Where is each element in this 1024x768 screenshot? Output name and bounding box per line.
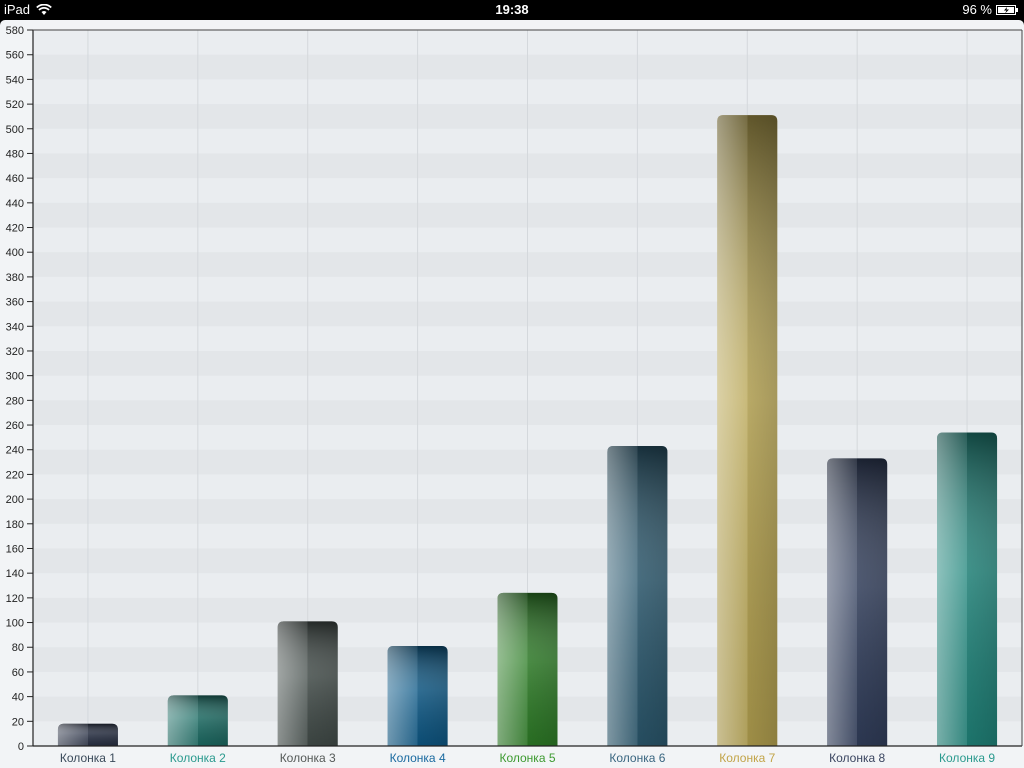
x-tick-label: Колонка 2 — [170, 751, 226, 765]
y-tick-label: 420 — [6, 223, 24, 235]
x-tick-label: Колонка 8 — [829, 751, 885, 765]
chart-screen: 0 20 40 60 80 100 120 140 160 180 200 220 240 260 280 3… — [0, 20, 1024, 768]
battery-percent: 96 % — [962, 2, 992, 17]
x-tick-label: Колонка 1 — [60, 751, 116, 765]
x-tick-label: Колонка 3 — [280, 751, 336, 765]
y-tick-label: 580 — [6, 25, 24, 37]
bar-shine — [937, 432, 998, 746]
y-tick-label: 160 — [6, 543, 24, 555]
bar-shine — [717, 115, 778, 746]
y-tick-label: 320 — [6, 346, 24, 358]
x-tick-label: Колонка 4 — [390, 751, 446, 765]
status-left: iPad — [4, 0, 52, 20]
y-tick-label: 40 — [12, 692, 24, 704]
y-tick-label: 0 — [18, 741, 24, 753]
y-tick-label: 300 — [6, 371, 24, 383]
y-tick-label: 80 — [12, 642, 24, 654]
bars — [57, 115, 998, 746]
battery-charging-icon — [996, 5, 1018, 15]
y-tick-label: 240 — [6, 445, 24, 457]
y-tick-label: 60 — [12, 667, 24, 679]
bar-7 — [717, 115, 778, 746]
bar-4 — [387, 646, 448, 746]
bar-2 — [167, 695, 228, 746]
y-tick-label: 140 — [6, 568, 24, 580]
y-tick-label: 440 — [6, 198, 24, 210]
status-right: 96 % — [962, 0, 1018, 20]
y-tick-label: 520 — [6, 99, 24, 111]
bar-6 — [607, 446, 668, 746]
x-tick-label: Колонка 7 — [719, 751, 775, 765]
y-tick-label: 500 — [6, 124, 24, 136]
device-name: iPad — [4, 2, 31, 17]
axes — [32, 29, 1023, 747]
x-tick-label: Колонка 6 — [609, 751, 665, 765]
y-tick-label: 280 — [6, 395, 24, 407]
y-tick-label: 560 — [6, 50, 24, 62]
y-tick-label: 540 — [6, 74, 24, 86]
bar-shine — [57, 723, 118, 746]
bar-shine — [167, 695, 228, 746]
y-tick-label: 120 — [6, 593, 24, 605]
bar-5 — [497, 592, 558, 746]
y-tick-label: 380 — [6, 272, 24, 284]
y-tick-label: 100 — [6, 618, 24, 630]
y-tick-label: 180 — [6, 519, 24, 531]
y-tick-label: 400 — [6, 247, 24, 259]
bar-1 — [57, 723, 118, 746]
y-tick-label: 480 — [6, 148, 24, 160]
y-tick-label: 340 — [6, 321, 24, 333]
bar-shine — [497, 592, 558, 746]
bar-shine — [607, 446, 668, 746]
bar-8 — [827, 458, 888, 746]
status-bar: iPad 19:38 96 % — [0, 0, 1024, 20]
y-tick-label: 200 — [6, 494, 24, 506]
bar-shine — [277, 621, 338, 746]
y-tick-label: 460 — [6, 173, 24, 185]
y-tick-label: 20 — [12, 716, 24, 728]
bar-shine — [827, 458, 888, 746]
bar-shine — [387, 646, 448, 746]
status-time: 19:38 — [495, 2, 529, 17]
y-tick-label: 220 — [6, 469, 24, 481]
x-tick-label: Колонка 5 — [499, 751, 555, 765]
y-tick-label: 260 — [6, 420, 24, 432]
bar-9 — [937, 432, 998, 746]
bar-3 — [277, 621, 338, 746]
y-tick-label: 360 — [6, 297, 24, 309]
bar-chart: 0 20 40 60 80 100 120 140 160 180 200 220 240 260 280 3… — [6, 25, 1023, 765]
wifi-icon — [36, 4, 52, 15]
y-ticks: 0 20 40 60 80 100 120 140 160 180 200 220 240 260 280 3… — [6, 25, 33, 753]
x-labels: Колонка 1 Колонка 2 Колонка 3 Колонка 4 Коло… — [60, 751, 995, 765]
x-tick-label: Колонка 9 — [939, 751, 995, 765]
